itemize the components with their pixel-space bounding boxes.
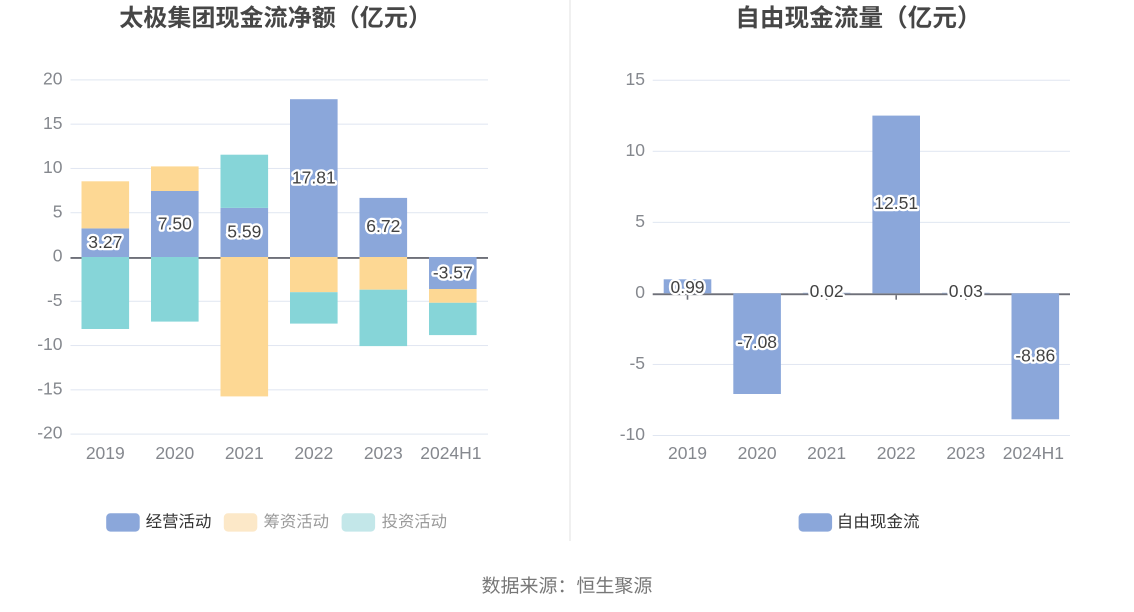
svg-text:0.03: 0.03 xyxy=(949,281,983,301)
svg-text:3.27: 3.27 xyxy=(88,232,122,252)
svg-text:7.50: 7.50 xyxy=(158,214,192,234)
svg-text:2020: 2020 xyxy=(155,443,194,463)
svg-text:0: 0 xyxy=(635,282,645,302)
svg-text:-10: -10 xyxy=(620,424,646,444)
svg-text:2019: 2019 xyxy=(668,443,707,463)
svg-text:20: 20 xyxy=(43,69,63,89)
svg-text:0: 0 xyxy=(53,246,63,266)
svg-text:15: 15 xyxy=(43,113,62,133)
svg-text:-20: -20 xyxy=(37,423,63,443)
svg-text:17.81: 17.81 xyxy=(292,168,336,188)
svg-text:6.72: 6.72 xyxy=(366,216,400,236)
svg-text:-10: -10 xyxy=(37,334,63,354)
svg-text:5.59: 5.59 xyxy=(227,222,261,242)
svg-text:2020: 2020 xyxy=(738,443,777,463)
svg-text:2022: 2022 xyxy=(294,443,333,463)
svg-text:0.02: 0.02 xyxy=(810,281,844,301)
svg-text:2024H1: 2024H1 xyxy=(420,443,481,463)
svg-text:-5: -5 xyxy=(629,353,645,373)
svg-text:-7.08: -7.08 xyxy=(737,332,777,352)
svg-text:2019: 2019 xyxy=(86,443,125,463)
svg-text:15: 15 xyxy=(626,69,645,89)
svg-text:2023: 2023 xyxy=(946,443,985,463)
svg-text:10: 10 xyxy=(626,140,646,160)
svg-text:2023: 2023 xyxy=(364,443,403,463)
svg-text:10: 10 xyxy=(43,157,63,177)
svg-text:-15: -15 xyxy=(37,378,62,398)
svg-text:-3.57: -3.57 xyxy=(433,262,473,282)
svg-text:0.99: 0.99 xyxy=(670,277,704,297)
svg-text:12.51: 12.51 xyxy=(874,193,918,213)
svg-text:5: 5 xyxy=(635,211,645,231)
svg-text:2022: 2022 xyxy=(877,443,916,463)
svg-text:2021: 2021 xyxy=(225,443,264,463)
svg-text:2024H1: 2024H1 xyxy=(1003,443,1064,463)
svg-text:5: 5 xyxy=(53,201,63,221)
svg-text:2021: 2021 xyxy=(807,443,846,463)
svg-text:-5: -5 xyxy=(47,290,63,310)
svg-text:-8.86: -8.86 xyxy=(1015,345,1055,365)
